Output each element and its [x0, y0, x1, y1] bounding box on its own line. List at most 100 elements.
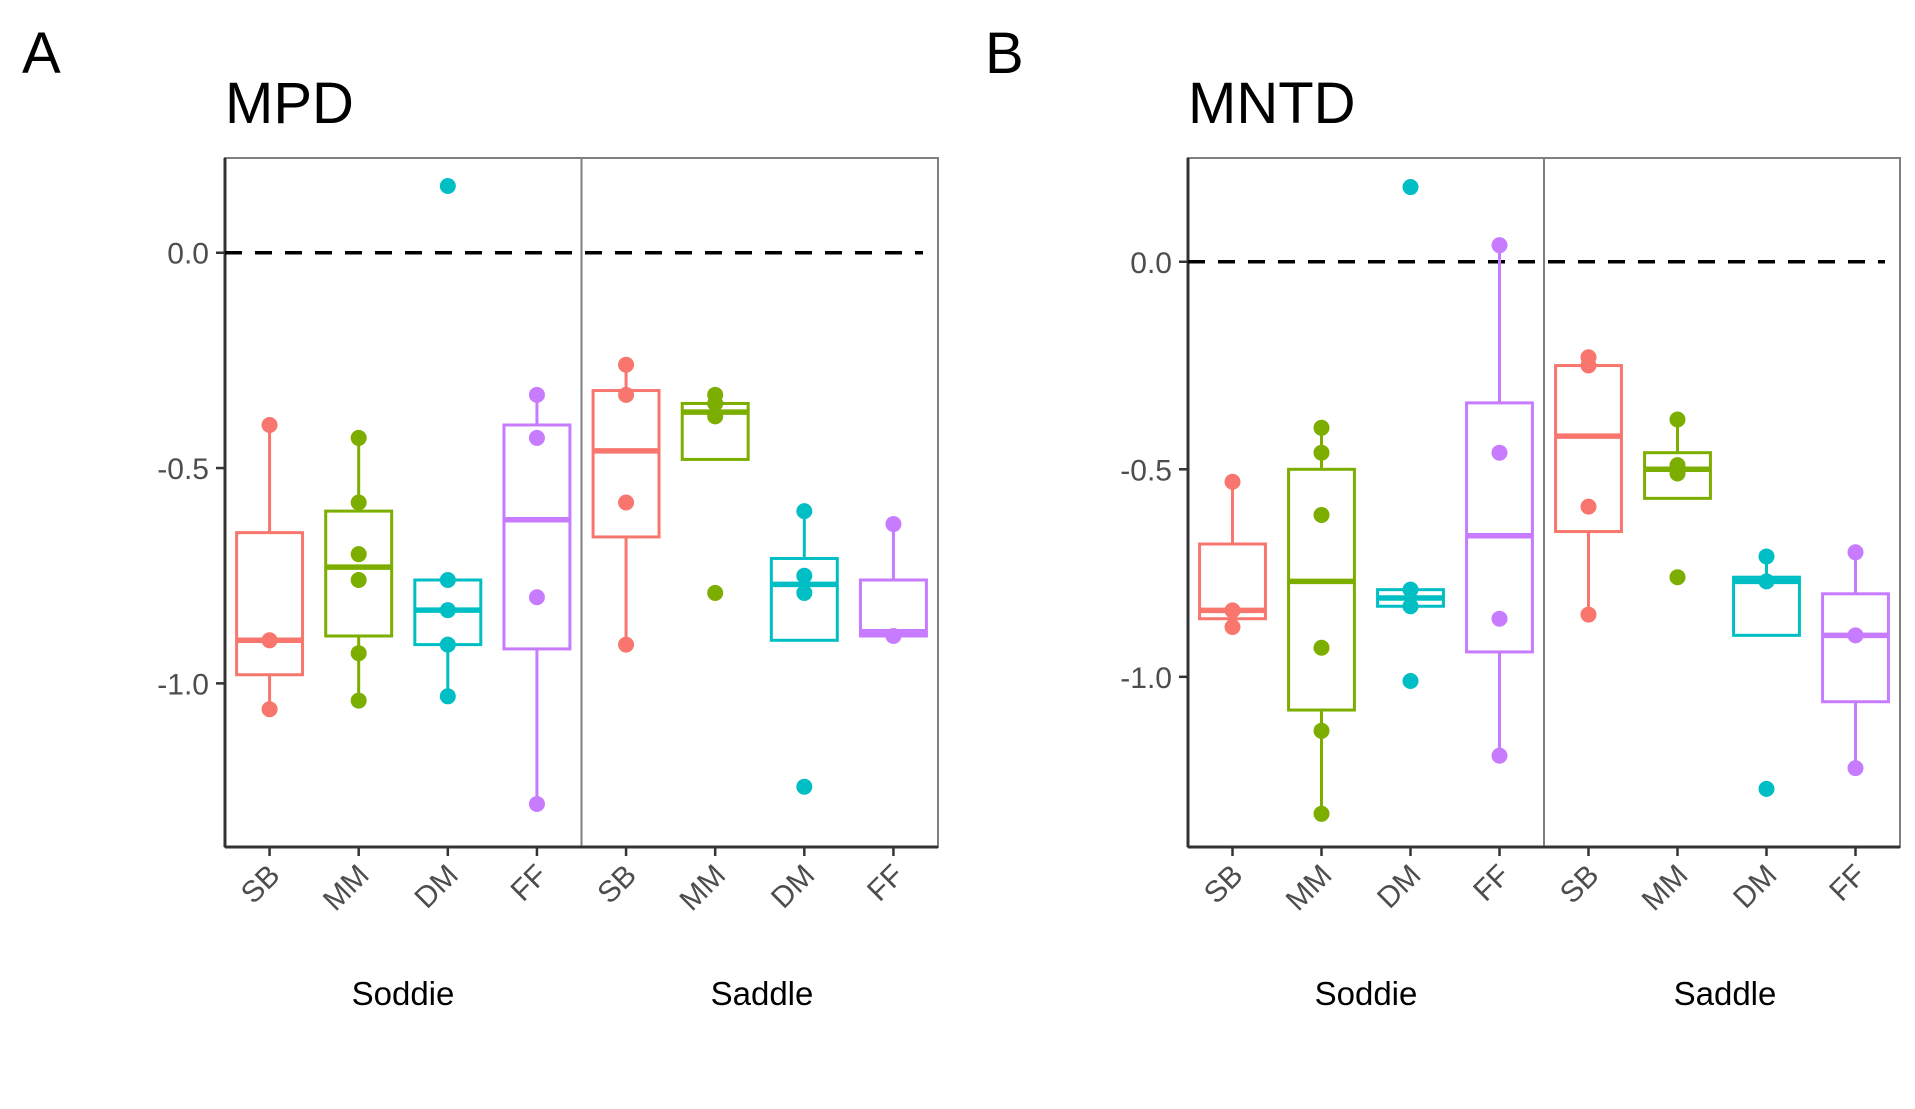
data-point	[1402, 581, 1419, 598]
box-saddle-mm	[680, 386, 750, 601]
y-tick-label: -0.5	[1120, 454, 1172, 487]
data-point	[1669, 569, 1686, 586]
data-point	[1224, 602, 1241, 619]
data-point	[261, 701, 278, 718]
data-point	[1313, 506, 1330, 523]
y-tick-label: 0.0	[167, 238, 209, 271]
data-point	[1580, 357, 1597, 374]
data-point	[1847, 760, 1864, 777]
plot-area-b: 0.0-0.5-1.0SB MM DM FF SB MM DM FF	[1120, 157, 1901, 917]
data-point	[1402, 598, 1419, 615]
y-tick-label: 0.0	[1130, 247, 1172, 280]
data-point	[796, 503, 813, 520]
data-point	[261, 416, 278, 433]
panel-a: A MPD 0.0-0.5-1.0SB MM DM FF SB MM DM FF Soddie…	[22, 21, 939, 1012]
data-point	[707, 408, 724, 425]
data-point	[1313, 805, 1330, 822]
data-point	[1402, 672, 1419, 689]
data-point	[261, 632, 278, 649]
box-iqr	[1198, 542, 1267, 621]
group-label-soddie: Soddie	[1315, 975, 1418, 1012]
data-point	[1224, 619, 1241, 636]
plot-area-a: 0.0-0.5-1.0SB MM DM FF SB MM DM FF	[157, 157, 939, 917]
data-point	[1313, 722, 1330, 739]
data-point	[707, 584, 724, 601]
data-point	[350, 546, 367, 563]
data-point	[439, 636, 456, 653]
data-point	[796, 584, 813, 601]
data-point	[439, 572, 456, 589]
box-soddie-dm	[413, 177, 483, 705]
data-point	[350, 572, 367, 589]
data-point	[1402, 179, 1419, 196]
data-point	[528, 386, 545, 403]
data-point	[1847, 544, 1864, 561]
data-point	[1313, 639, 1330, 656]
data-point	[439, 177, 456, 194]
y-tick-label: -0.5	[157, 453, 209, 486]
data-point	[1847, 627, 1864, 644]
data-point	[1669, 465, 1686, 482]
box-saddle-ff	[1821, 544, 1890, 777]
data-point	[1669, 411, 1686, 428]
data-point	[350, 645, 367, 662]
data-point	[528, 589, 545, 606]
box-saddle-dm	[769, 503, 839, 795]
data-point	[1491, 444, 1508, 461]
box-iqr	[1287, 467, 1356, 712]
data-point	[350, 692, 367, 709]
panel-letter-a: A	[22, 21, 61, 86]
data-point	[1491, 237, 1508, 254]
data-point	[350, 494, 367, 511]
y-tick-label: -1.0	[157, 668, 209, 701]
box-saddle-mm	[1643, 411, 1712, 586]
panel-title-mpd: MPD	[225, 71, 354, 136]
data-point	[885, 627, 902, 644]
data-point	[350, 429, 367, 446]
data-point	[439, 602, 456, 619]
box-soddie-sb	[1198, 473, 1267, 636]
y-tick-label: -1.0	[1120, 662, 1172, 695]
box-iqr	[502, 423, 572, 651]
box-soddie-dm	[1376, 179, 1445, 689]
panel-b: B MNTD 0.0-0.5-1.0SB MM DM FF SB MM DM FF Soddi…	[985, 21, 1901, 1012]
data-point	[528, 795, 545, 812]
box-saddle-dm	[1732, 548, 1801, 797]
data-point	[439, 688, 456, 705]
box-iqr	[235, 531, 305, 677]
box-soddie-mm	[324, 429, 394, 709]
data-point	[1580, 498, 1597, 515]
data-point	[1491, 747, 1508, 764]
box-iqr	[1821, 592, 1890, 704]
group-label-saddle: Saddle	[1674, 975, 1777, 1012]
box-soddie-sb	[235, 416, 305, 718]
group-label-saddle: Saddle	[711, 975, 814, 1012]
box-iqr	[1465, 401, 1534, 654]
panel-letter-b: B	[985, 21, 1024, 86]
box-iqr	[591, 389, 661, 539]
data-point	[1491, 610, 1508, 627]
box-soddie-mm	[1287, 419, 1356, 822]
box-saddle-ff	[858, 516, 928, 644]
data-point	[796, 778, 813, 795]
panel-title-mntd: MNTD	[1188, 71, 1356, 136]
data-point	[1758, 780, 1775, 797]
data-point	[618, 386, 635, 403]
data-point	[1758, 548, 1775, 565]
box-saddle-sb	[591, 356, 661, 653]
data-point	[796, 567, 813, 584]
data-point	[1224, 473, 1241, 490]
data-point	[618, 494, 635, 511]
data-point	[1758, 573, 1775, 590]
data-point	[1313, 444, 1330, 461]
box-soddie-ff	[502, 386, 572, 812]
data-point	[618, 636, 635, 653]
box-saddle-sb	[1554, 349, 1623, 623]
data-point	[1313, 419, 1330, 436]
group-label-soddie: Soddie	[352, 975, 455, 1012]
data-point	[618, 356, 635, 373]
data-point	[1580, 606, 1597, 623]
data-point	[707, 395, 724, 412]
